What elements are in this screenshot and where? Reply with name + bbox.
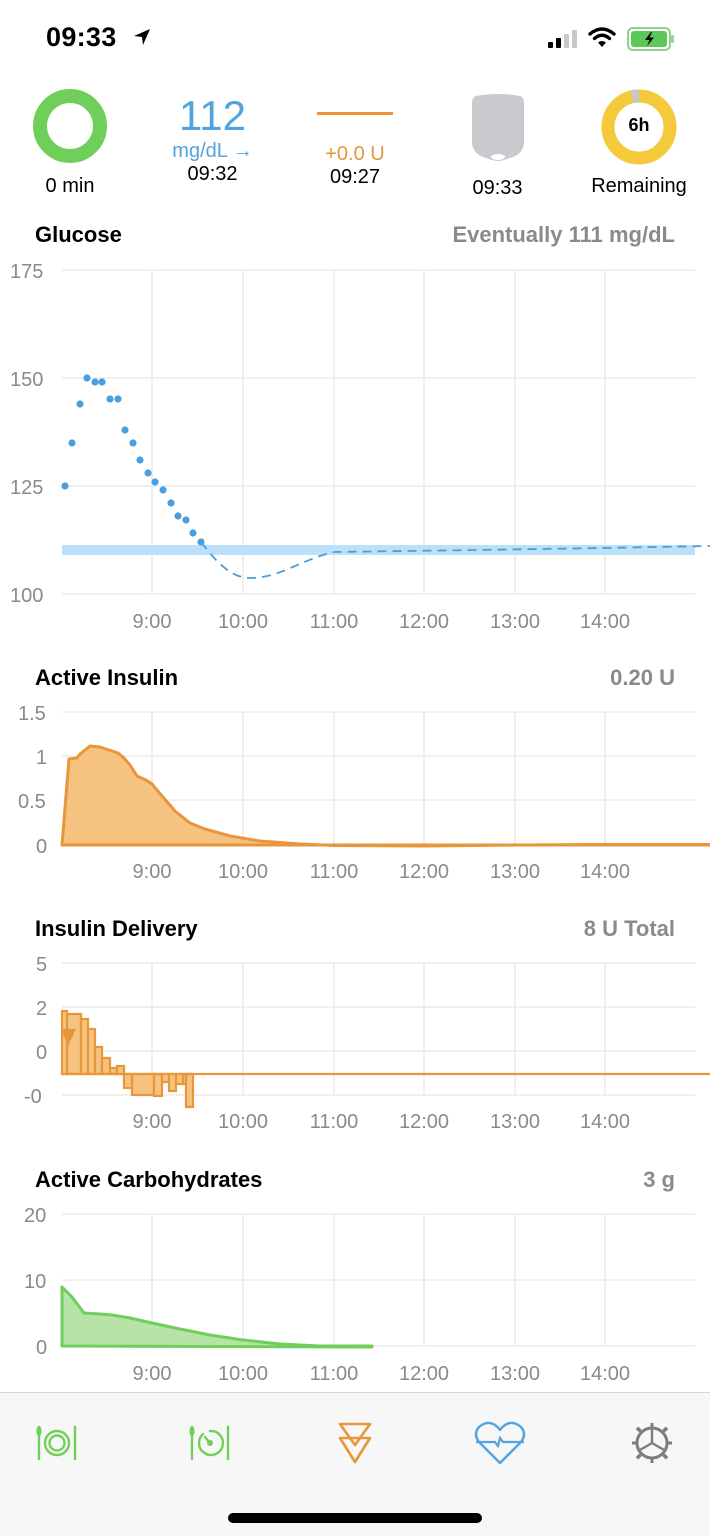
svg-text:1.5: 1.5	[18, 703, 46, 725]
pre-meal-button[interactable]	[180, 1417, 240, 1469]
carb-entry-button[interactable]	[27, 1417, 87, 1469]
svg-text:100: 100	[10, 585, 43, 607]
hud-status-row: 0 min 112 mg/dL → 09:32 +0.0 U 09:27 09:…	[0, 80, 710, 210]
status-bar: 09:33	[0, 0, 710, 78]
pod-life-status[interactable]: 6h Remaining	[580, 88, 698, 198]
active-carbs-chart-title: Active Carbohydrates	[35, 1167, 263, 1192]
glucose-chart[interactable]: 175 150 125 100 9:00 10:00 11:00 12:00 13:00…	[0, 250, 710, 640]
svg-text:0: 0	[36, 1337, 47, 1359]
svg-text:13:00: 13:00	[490, 1111, 540, 1133]
glucose-eventual-value: Eventually 111 mg/dL	[452, 222, 675, 247]
loop-status-ring-icon	[33, 89, 107, 163]
active-carbs-value: 3 g	[643, 1167, 675, 1192]
active-carbs-gridlines	[62, 1213, 695, 1347]
pod-life-hours: 6h	[628, 115, 650, 135]
active-insulin-gridlines	[62, 711, 695, 846]
basal-value: +0.0 U	[325, 143, 385, 165]
glucose-value: 112	[179, 92, 246, 139]
svg-text:0.5: 0.5	[18, 791, 46, 813]
svg-text:12:00: 12:00	[399, 1111, 449, 1133]
svg-text:-0: -0	[24, 1086, 42, 1108]
svg-text:1: 1	[36, 747, 47, 769]
glucose-gridlines	[62, 269, 695, 595]
svg-text:9:00: 9:00	[133, 1363, 172, 1385]
heart-pulse-icon	[474, 1421, 526, 1465]
svg-text:9:00: 9:00	[133, 611, 172, 633]
svg-text:14:00: 14:00	[580, 1363, 630, 1385]
basal-rate-line-icon	[317, 112, 393, 115]
double-triangle-bolus-icon	[338, 1422, 372, 1464]
glucose-time: 09:32	[187, 163, 238, 185]
pod-life-label: Remaining	[591, 175, 687, 197]
pump-status[interactable]: 09:33	[450, 94, 545, 200]
svg-text:11:00: 11:00	[310, 861, 359, 883]
svg-text:9:00: 9:00	[133, 1111, 172, 1133]
svg-text:10: 10	[24, 1271, 46, 1293]
loop-last-run: 0 min	[45, 175, 95, 197]
wifi-icon	[588, 27, 616, 47]
svg-text:125: 125	[10, 477, 43, 499]
battery-charging-icon	[627, 27, 674, 51]
predicted-glucose-line	[200, 541, 710, 579]
fork-plate-knife-icon	[36, 1425, 77, 1461]
basal-time: 09:27	[329, 166, 381, 188]
insulin-delivery-gridlines	[62, 962, 695, 1096]
active-insulin-value: 0.20 U	[610, 665, 675, 690]
svg-text:10:00: 10:00	[218, 1111, 268, 1133]
svg-text:0: 0	[36, 836, 47, 858]
correction-range-band	[62, 545, 695, 555]
active-carbs-chart[interactable]: 20 10 0 9:00 10:00 11:00 12:00 13:00 14:00	[0, 1200, 710, 1390]
svg-text:14:00: 14:00	[580, 861, 630, 883]
pump-time: 09:33	[472, 177, 523, 199]
insulin-delivery-total: 8 U Total	[583, 916, 675, 941]
svg-text:9:00: 9:00	[133, 861, 172, 883]
svg-text:150: 150	[10, 369, 43, 391]
svg-text:11:00: 11:00	[310, 1111, 359, 1133]
glucose-status[interactable]: 112 mg/dL → 09:32	[150, 94, 275, 186]
svg-text:10:00: 10:00	[218, 611, 268, 633]
insulin-delivery-chart[interactable]: 5 2 0 -0 9:00 10:00 11:00 12:00 13:00 14:00	[0, 950, 710, 1140]
workout-button[interactable]	[470, 1417, 530, 1469]
glucose-chart-title: Glucose	[35, 222, 122, 247]
glucose-unit-trend: mg/dL →	[172, 140, 253, 162]
svg-text:11:00: 11:00	[310, 1363, 359, 1385]
cellular-signal-icon	[548, 30, 577, 48]
temp-basal-bars	[60, 1009, 195, 1109]
svg-text:10:00: 10:00	[218, 1363, 268, 1385]
insulin-delivery-chart-title: Insulin Delivery	[35, 916, 198, 941]
active-insulin-chart-title: Active Insulin	[35, 665, 179, 690]
active-insulin-chart[interactable]: 1.5 1 0.5 0 9:00 10:00 11:00 12:00 13:00 14:0…	[0, 700, 710, 890]
status-time: 09:33	[46, 22, 117, 52]
svg-text:14:00: 14:00	[580, 1111, 630, 1133]
svg-text:12:00: 12:00	[399, 1363, 449, 1385]
basal-status[interactable]: +0.0 U 09:27	[300, 104, 410, 189]
svg-text:20: 20	[24, 1205, 46, 1227]
svg-text:0: 0	[36, 1042, 47, 1064]
svg-text:11:00: 11:00	[310, 611, 359, 633]
svg-text:12:00: 12:00	[399, 611, 449, 633]
active-carbs-area	[60, 1285, 374, 1349]
active-insulin-area	[60, 744, 710, 848]
gear-icon	[632, 1423, 672, 1463]
bolus-marker	[61, 1029, 76, 1046]
svg-text:10:00: 10:00	[218, 861, 268, 883]
svg-text:5: 5	[36, 954, 47, 976]
svg-text:14:00: 14:00	[580, 611, 630, 633]
svg-text:13:00: 13:00	[490, 861, 540, 883]
glucose-readings	[61, 374, 205, 546]
home-indicator[interactable]	[228, 1513, 482, 1523]
svg-text:13:00: 13:00	[490, 1363, 540, 1385]
pod-life-ring-icon	[601, 89, 677, 165]
location-arrow-icon	[134, 29, 150, 45]
bottom-toolbar	[0, 1392, 710, 1536]
svg-text:2: 2	[36, 998, 47, 1020]
svg-text:175: 175	[10, 261, 43, 283]
svg-text:13:00: 13:00	[490, 611, 540, 633]
bolus-button[interactable]	[325, 1417, 385, 1469]
pod-icon	[471, 94, 524, 161]
loop-status[interactable]: 0 min	[30, 88, 110, 198]
svg-text:12:00: 12:00	[399, 861, 449, 883]
fork-timer-knife-icon	[189, 1425, 230, 1461]
settings-button[interactable]	[622, 1417, 682, 1469]
